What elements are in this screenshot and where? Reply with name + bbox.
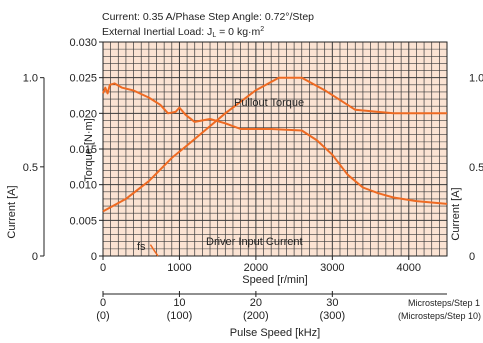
pulse-tick-label-full: (200) [243,310,269,322]
current-tick-label: 1.0 [23,73,38,85]
driver-input-current-curve [102,76,447,213]
plot-area [102,41,448,257]
x-tick-label: 2000 [244,262,268,274]
torque-axis-label: Torque [N·m] [83,118,95,182]
y-tick-label: 0.025 [69,73,97,85]
right-current-tick-label: 0.5 [469,162,483,174]
fs-label: fs [137,241,146,253]
y-tick-label: 0.005 [69,215,97,227]
y-tick-label: 0.015 [69,144,97,156]
header-line2: External Inertial Load: JL = 0 kg·m2 [102,26,264,39]
header-line1: Current: 0.35 A/Phase Step Angle: 0.72°/… [102,11,314,23]
pulse-speed-label: Pulse Speed [kHz] [230,327,321,339]
right-current-tick-label: 0 [469,251,475,263]
pulse-tick-label-full: (0) [96,310,109,322]
y-tick-label: 0 [91,251,97,263]
pulse-tick-label: 20 [250,297,262,309]
x-tick-label: 3000 [320,262,344,274]
y-tick-label: 0.020 [69,108,97,120]
pullout-torque-curve [102,82,448,205]
current-axis-label: Current [A] [6,185,18,238]
series-layer [102,76,448,257]
x-tick-label: 4000 [397,262,421,274]
pulse-tick-label: 10 [173,297,185,309]
pullout-torque-label: Pullout Torque [234,97,304,109]
x-axis-label: Speed [r/min] [242,274,307,286]
horizontal-gridlines [103,48,447,250]
right-current-axis-label: Current [A] [450,187,462,240]
axes: 0 1000 2000 3000 4000 0 0.005 0.010 0.015 0.020 0.… [23,37,483,274]
driver-input-current-label: Driver Input Current [206,236,303,248]
microsteps-row2-label: (Microsteps/Step 10) [398,311,481,321]
current-tick-label: 0.5 [23,162,38,174]
pulse-speed-axis: 0(0) 10(100) 20(200) 30(300) [96,291,447,322]
y-tick-label: 0.030 [69,37,97,49]
right-current-tick-label: 1.0 [469,73,483,85]
microsteps-row1-label: Microsteps/Step 1 [408,298,480,308]
pulse-tick-label-full: (300) [319,310,345,322]
pulse-tick-label-full: (100) [167,310,193,322]
fs-curve [149,244,159,257]
y-tick-label: 0.010 [69,180,97,192]
x-tick-label: 1000 [167,262,191,274]
current-tick-label: 0 [32,251,38,263]
pulse-tick-label: 0 [100,297,106,309]
x-tick-label: 0 [100,262,106,274]
pulse-tick-label: 30 [326,297,338,309]
